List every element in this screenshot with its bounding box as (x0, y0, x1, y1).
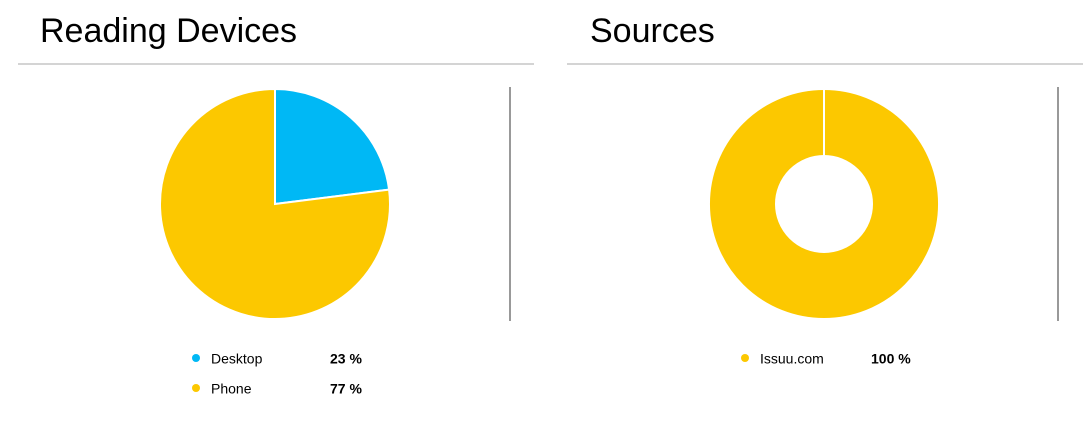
legend-label: Phone (211, 381, 252, 397)
legend-dot (192, 354, 200, 362)
slice (159, 87, 391, 320)
legend-dot (192, 384, 200, 392)
legend-value: 100 % (871, 351, 911, 367)
legend-value: 77 % (330, 381, 362, 397)
slice (708, 87, 940, 321)
chart-title: Reading Devices (40, 12, 297, 50)
legend-dot (741, 354, 749, 362)
slice (274, 87, 391, 206)
chart-title: Sources (590, 12, 715, 50)
legend-value: 23 % (330, 351, 362, 367)
legend-label: Issuu.com (760, 351, 824, 367)
legend-label: Desktop (211, 351, 263, 367)
